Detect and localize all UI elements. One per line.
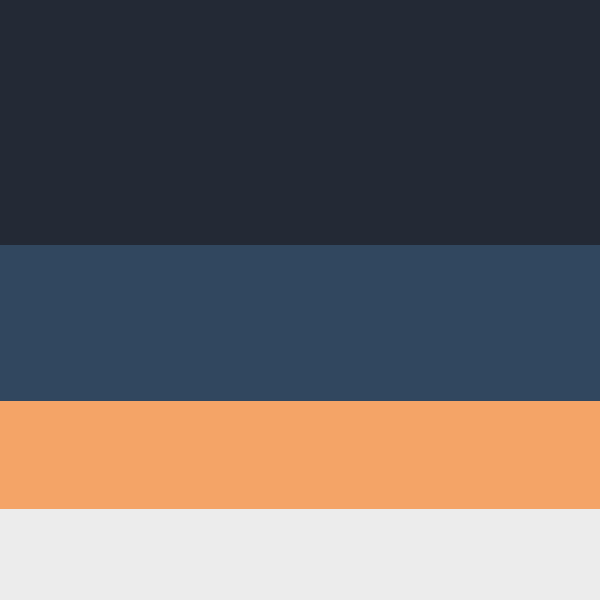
color-swatch-light-gray: [0, 509, 600, 600]
color-swatch-dark-charcoal: [0, 0, 600, 245]
color-swatch-slate-blue: [0, 245, 600, 401]
color-swatch-orange: [0, 401, 600, 509]
